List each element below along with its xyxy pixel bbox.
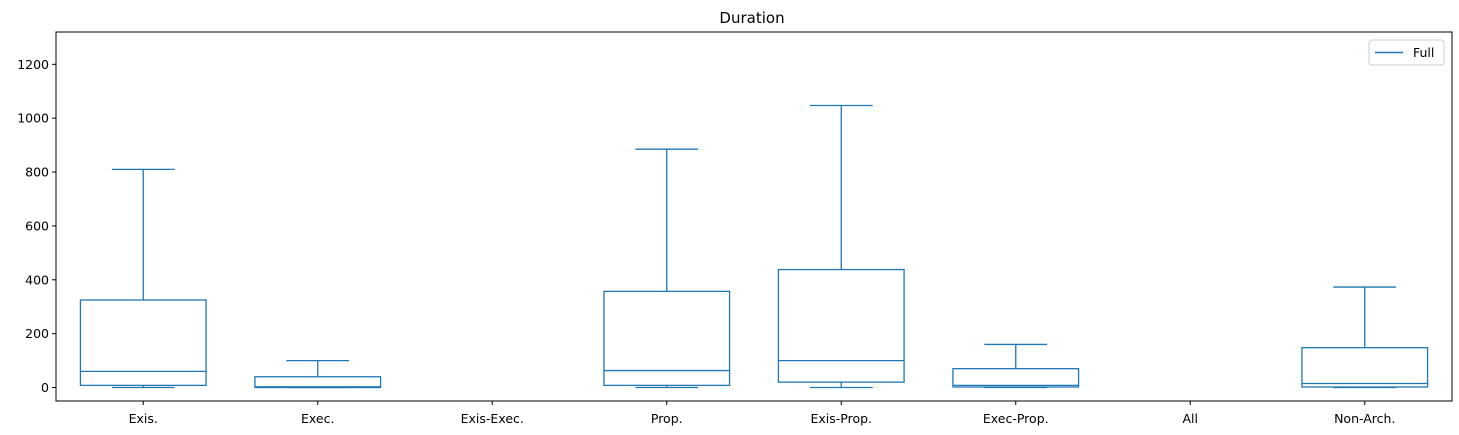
axes-frame [55,31,1453,402]
legend-box [1368,39,1445,66]
axes: 0 200 400 600 800 1000 1200 Exis. Exec. Exis-Exec… [17,31,1453,426]
box-exec-prop- [952,343,1080,389]
iqr-box [777,268,905,383]
box-exis- [79,168,207,389]
iqr-box [254,376,382,389]
x-tick-label: All [1183,411,1199,426]
y-tick-label: 0 [41,380,49,395]
box-exec- [254,359,382,389]
y-tick-label: 1200 [17,57,49,72]
iqr-box [79,299,207,387]
box-prop- [603,148,731,389]
x-tick-label: Exis-Prop. [810,411,872,426]
x-tick-label: Exis. [129,411,158,426]
chart-title: Duration [719,9,784,27]
iqr-box [1301,347,1429,388]
y-tick-label: 1000 [17,111,49,126]
iqr-box [603,290,731,387]
y-tick-label: 200 [25,326,49,341]
x-tick-label: Prop. [651,411,683,426]
y-tick-label: 800 [25,165,49,180]
legend: Full [1368,39,1445,66]
box-exis-prop- [777,104,905,389]
box-non-arch- [1301,286,1429,389]
y-tick-label: 400 [25,272,49,287]
x-tick-label: Non-Arch. [1334,411,1395,426]
legend-label: Full [1413,45,1434,60]
x-tick-label: Exec. [301,411,334,426]
iqr-box [952,368,1080,388]
plot-area [79,104,1429,389]
x-tick-label: Exec-Prop. [983,411,1049,426]
y-tick-label: 600 [25,218,49,233]
x-tick-label: Exis-Exec. [461,411,524,426]
